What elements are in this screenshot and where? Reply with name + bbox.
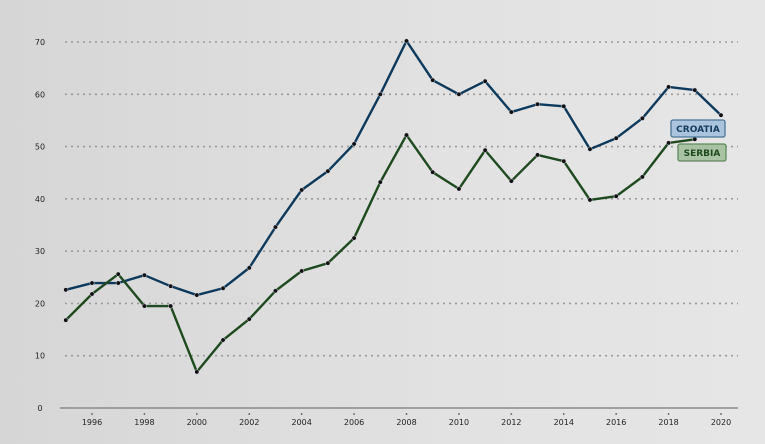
data-point-croatia	[456, 91, 462, 97]
data-point-croatia	[89, 280, 95, 286]
series-label-croatia: CROATIA	[670, 119, 726, 138]
data-point-serbia	[141, 303, 147, 309]
data-point-croatia	[220, 285, 226, 291]
y-tick-label: 60	[35, 90, 45, 99]
x-tick-label: 2008	[396, 418, 416, 427]
label-text: CROATIA	[676, 125, 720, 135]
data-point-croatia	[168, 283, 174, 289]
x-tick-mark	[615, 413, 618, 415]
data-point-croatia	[587, 146, 593, 152]
x-tick-label: 2000	[187, 418, 207, 427]
y-tick-label: 20	[35, 299, 45, 308]
x-tick-mark	[510, 413, 513, 415]
x-axis: 1996 1998 2000 2002 2004 2006 2008 2010 2012 2014…	[60, 407, 738, 427]
data-point-croatia	[115, 280, 121, 286]
label-text: SERBIA	[684, 149, 721, 159]
x-tick-mark	[300, 413, 303, 415]
x-tick-label: 2002	[239, 418, 259, 427]
x-tick-label: 1998	[134, 418, 154, 427]
data-point-croatia	[666, 84, 672, 90]
data-point-serbia	[168, 303, 174, 309]
x-tick-mark	[405, 413, 408, 415]
y-tick-label: 70	[35, 38, 45, 47]
data-point-serbia	[613, 193, 619, 199]
x-tick-mark	[143, 413, 146, 415]
data-point-croatia	[404, 38, 409, 44]
label-box	[670, 119, 726, 138]
data-point-serbia	[351, 235, 357, 241]
data-point-croatia	[613, 135, 619, 141]
data-point-serbia	[561, 158, 567, 164]
data-point-croatia	[430, 77, 436, 83]
data-point-croatia	[561, 103, 567, 109]
data-point-serbia	[63, 317, 69, 323]
x-tick-label: 2018	[658, 418, 678, 427]
y-tick-label: 30	[35, 247, 45, 256]
x-tick-mark	[458, 413, 460, 415]
series-label-serbia: SERBIA	[677, 143, 727, 162]
data-point-croatia	[351, 141, 357, 147]
data-point-croatia	[299, 187, 305, 193]
data-point-serbia	[482, 147, 488, 153]
data-point-croatia	[377, 91, 383, 97]
data-point-serbia	[587, 197, 593, 203]
y-tick-label: 50	[35, 143, 45, 152]
series-line-serbia	[64, 133, 695, 374]
data-point-croatia	[692, 87, 698, 93]
gridlines	[65, 41, 738, 357]
x-tick-label: 1996	[82, 418, 102, 427]
data-point-serbia	[535, 152, 540, 158]
data-point-serbia	[325, 260, 331, 266]
series-labels: CROATIA SERBIA	[670, 119, 727, 162]
data-point-croatia	[273, 224, 278, 230]
series-line-croatia	[65, 39, 722, 297]
data-point-serbia	[194, 369, 200, 375]
x-tick-mark	[91, 413, 93, 415]
data-point-serbia	[273, 288, 278, 294]
data-point-croatia	[482, 78, 488, 84]
label-box	[677, 143, 727, 162]
data-point-serbia	[430, 169, 436, 175]
x-tick-label: 2006	[344, 418, 364, 427]
x-tick-label: 2020	[711, 418, 731, 427]
x-tick-mark	[562, 413, 565, 415]
data-point-croatia	[508, 109, 514, 115]
data-point-serbia	[456, 186, 462, 192]
x-tick-mark	[667, 413, 670, 415]
x-tick-mark	[720, 413, 722, 415]
x-tick-label: 2014	[554, 418, 574, 427]
data-point-serbia	[639, 174, 645, 180]
data-point-serbia	[692, 136, 698, 142]
data-point-serbia	[377, 179, 383, 185]
data-point-serbia	[299, 268, 305, 274]
data-point-croatia	[141, 272, 147, 278]
y-tick-label: 10	[35, 352, 45, 361]
y-tick-label: 40	[35, 195, 45, 204]
data-point-serbia	[89, 291, 95, 297]
x-tick-label: 2016	[606, 418, 626, 427]
data-point-serbia	[246, 316, 252, 322]
x-tick-label: 2004	[291, 418, 311, 427]
data-point-croatia	[325, 168, 331, 174]
y-axis: 0 10 20 30 40 50 60 70	[35, 38, 45, 413]
data-point-croatia	[718, 112, 724, 118]
x-tick-label: 2012	[501, 418, 521, 427]
data-point-serbia	[508, 178, 514, 184]
data-point-serbia	[404, 132, 409, 138]
x-tick-mark	[248, 413, 251, 415]
series-lines	[63, 38, 724, 375]
data-point-serbia	[220, 337, 226, 343]
data-point-croatia	[639, 115, 645, 121]
data-point-serbia	[115, 271, 121, 277]
data-point-croatia	[63, 287, 69, 293]
x-tick-mark	[195, 413, 198, 415]
y-tick-label: 0	[37, 404, 42, 413]
data-point-serbia	[666, 140, 672, 146]
data-point-croatia	[535, 101, 540, 107]
data-point-croatia	[246, 265, 252, 271]
x-tick-label: 2010	[449, 418, 469, 427]
x-tick-mark	[353, 413, 355, 415]
data-point-croatia	[194, 292, 200, 298]
